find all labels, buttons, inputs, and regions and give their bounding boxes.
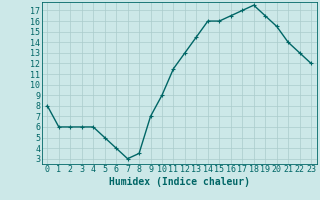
X-axis label: Humidex (Indice chaleur): Humidex (Indice chaleur) bbox=[109, 177, 250, 187]
